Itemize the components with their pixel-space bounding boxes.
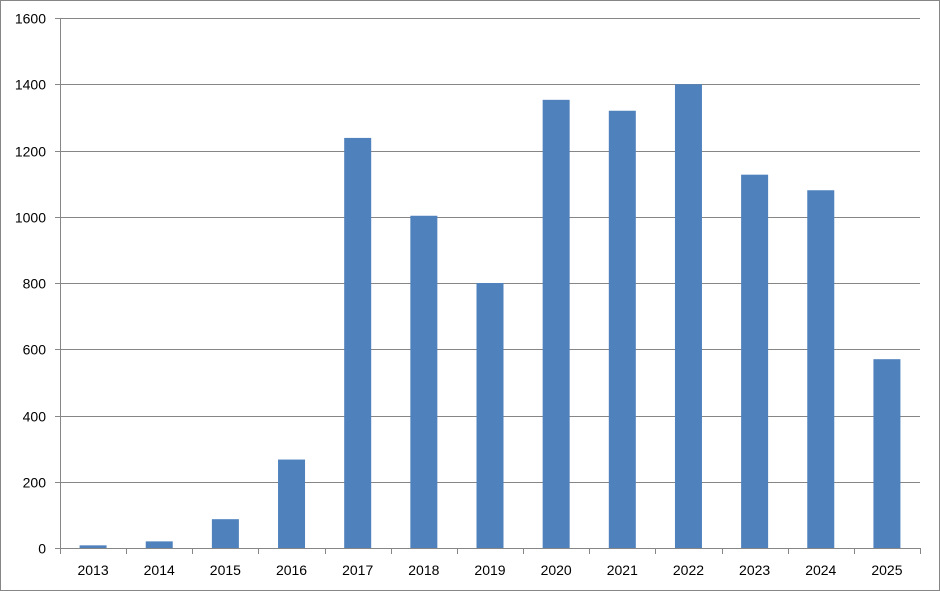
x-tick-label: 2024 <box>805 562 836 578</box>
bars <box>79 84 901 548</box>
bar-2024 <box>807 190 835 548</box>
y-tick-label: 400 <box>23 409 47 425</box>
bar-2017 <box>344 137 372 548</box>
x-tick-label: 2016 <box>276 562 307 578</box>
x-tick-label: 2013 <box>77 562 108 578</box>
bar-2014 <box>145 541 173 548</box>
y-tick-label: 0 <box>38 541 46 557</box>
x-tick-label: 2021 <box>607 562 638 578</box>
bar-2020 <box>542 99 570 548</box>
y-tick-label: 200 <box>23 475 47 491</box>
x-tick-label: 2025 <box>871 562 902 578</box>
bar-2023 <box>741 174 769 548</box>
y-tick-label: 1200 <box>15 144 46 160</box>
bar-2016 <box>278 459 306 548</box>
y-tick-label: 1400 <box>15 77 46 93</box>
x-tick-labels: 2013 2014 2015 2016 2017 2018 2019 2020 2021 2022… <box>77 562 902 578</box>
bar-2021 <box>608 110 636 548</box>
x-tick-label: 2022 <box>673 562 704 578</box>
x-tick-label: 2017 <box>342 562 373 578</box>
bar-2019 <box>476 283 504 548</box>
y-tick-label: 600 <box>23 342 47 358</box>
x-tick-label: 2020 <box>541 562 572 578</box>
y-tick-label: 1600 <box>15 11 46 27</box>
bar-2018 <box>410 215 438 548</box>
y-tick-labels: 0 200 400 600 800 1000 1200 1400 1600 <box>15 11 46 557</box>
bar-2013 <box>79 545 107 548</box>
x-tick-label: 2018 <box>408 562 439 578</box>
x-tick-label: 2014 <box>144 562 175 578</box>
x-tick-label: 2015 <box>210 562 241 578</box>
y-tick-label: 1000 <box>15 210 46 226</box>
x-tick-label: 2023 <box>739 562 770 578</box>
bar-2015 <box>211 519 239 548</box>
x-tick-label: 2019 <box>474 562 505 578</box>
y-tick-label: 800 <box>23 276 47 292</box>
bar-2025 <box>873 359 901 548</box>
axes <box>55 18 921 554</box>
bar-2022 <box>674 84 702 548</box>
